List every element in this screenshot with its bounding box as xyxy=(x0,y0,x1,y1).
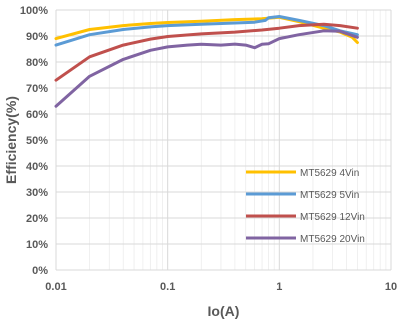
x-axis-ticks: 0.01 0.1 1 10 xyxy=(45,281,397,293)
legend-label: MT5629 4Vin xyxy=(300,168,359,179)
series-lines xyxy=(54,15,359,108)
legend-label: MT5629 20Vin xyxy=(300,234,365,245)
y-tick-label: 90% xyxy=(26,31,48,43)
y-tick-label: 0% xyxy=(32,265,48,277)
y-tick-label: 50% xyxy=(26,135,48,147)
y-tick-label: 70% xyxy=(26,83,48,95)
y-tick-label: 30% xyxy=(26,187,48,199)
y-axis-title: Efficiency(%) xyxy=(3,96,19,184)
grid xyxy=(55,9,392,271)
series-line xyxy=(54,22,359,82)
y-tick-label: 40% xyxy=(26,161,48,173)
x-tick-label: 1 xyxy=(276,281,282,293)
y-axis-ticks: 0% 10% 20% 30% 40% 50% 60% 70% 80% 90% 100% xyxy=(20,5,48,277)
x-tick-label: 10 xyxy=(385,281,397,293)
legend: MT5629 4Vin MT5629 5Vin MT5629 12Vin MT5629… xyxy=(246,168,365,245)
legend-label: MT5629 5Vin xyxy=(300,190,359,201)
x-tick-label: 0.1 xyxy=(160,281,175,293)
y-tick-label: 10% xyxy=(26,239,48,251)
y-tick-label: 20% xyxy=(26,213,48,225)
series-line xyxy=(54,29,359,108)
legend-label: MT5629 12Vin xyxy=(300,212,365,223)
x-tick-label: 0.01 xyxy=(45,281,66,293)
x-axis-title: Io(A) xyxy=(208,303,240,319)
y-tick-label: 100% xyxy=(20,5,48,17)
y-tick-label: 80% xyxy=(26,57,48,69)
y-tick-label: 60% xyxy=(26,109,48,121)
